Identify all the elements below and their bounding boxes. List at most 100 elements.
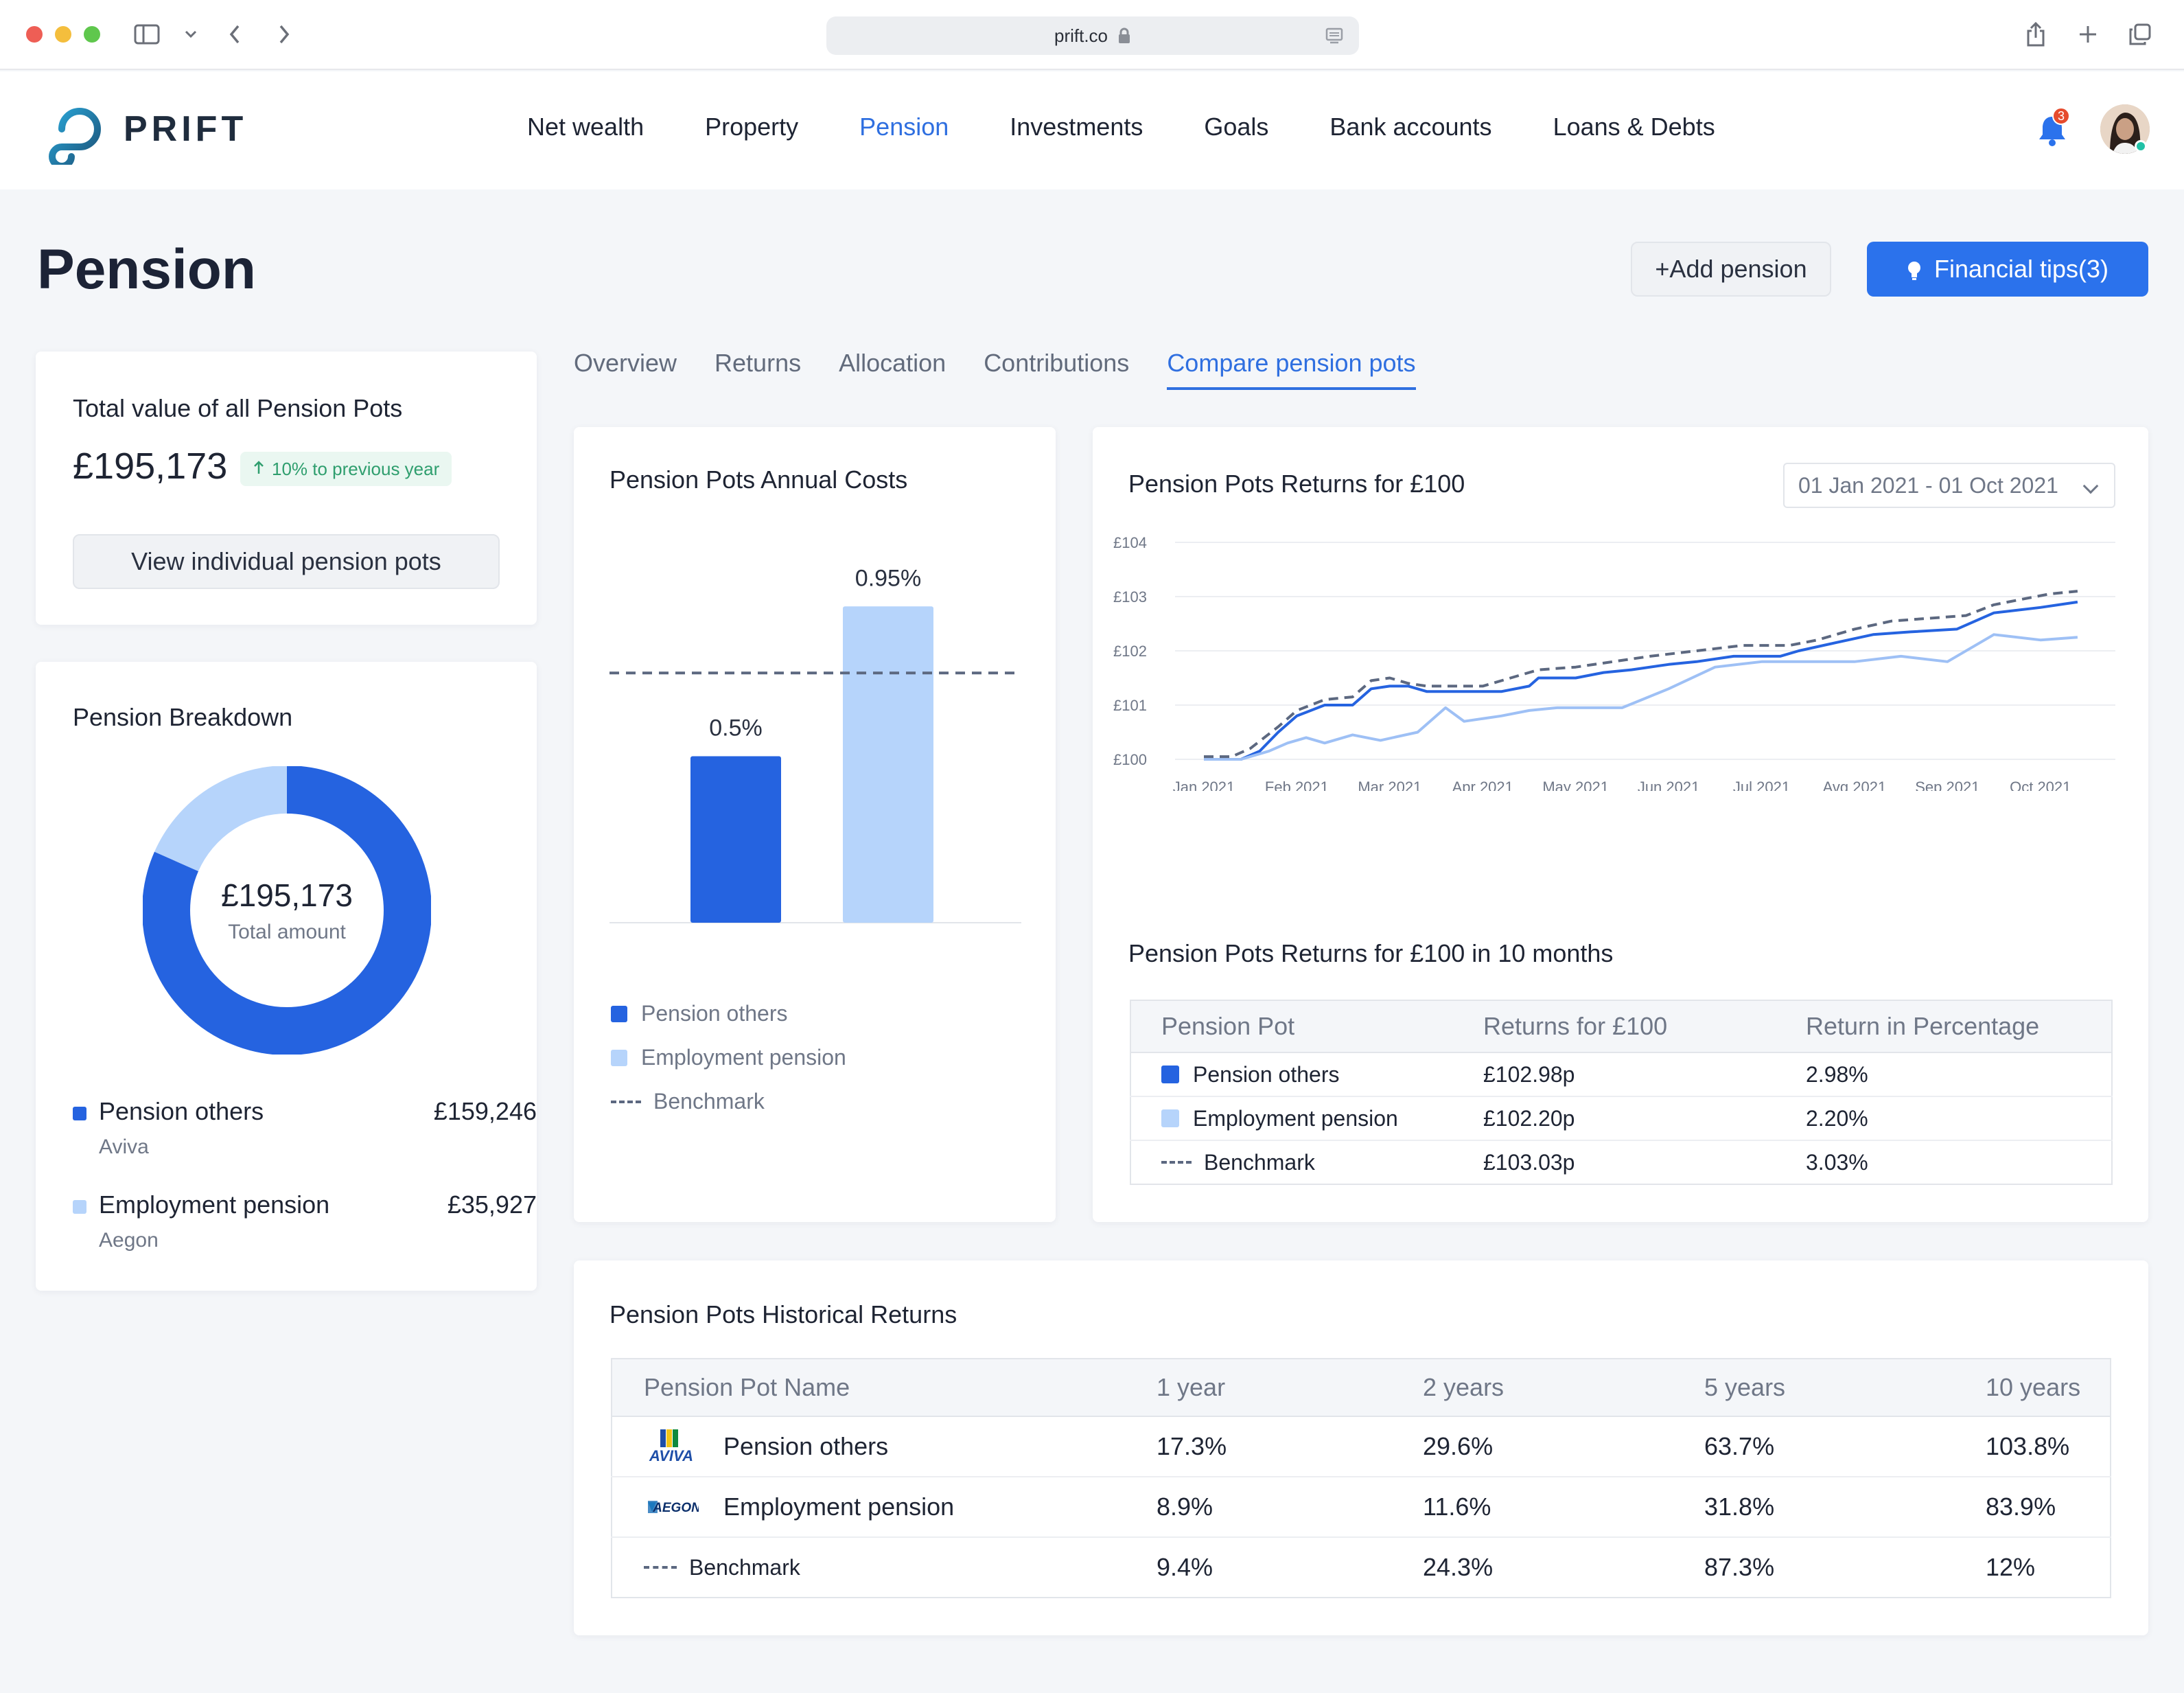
- nav-pension[interactable]: Pension: [859, 113, 949, 141]
- bar-value-label: 0.5%: [709, 715, 763, 741]
- donut-total-amount: £195,173: [221, 877, 353, 913]
- add-pension-button[interactable]: +Add pension: [1631, 242, 1831, 297]
- row-5-years: 87.3%: [1673, 1536, 1954, 1598]
- y-tick-label: £101: [1113, 697, 1147, 714]
- returns-card: Pension Pots Returns for £100 01 Jan 202…: [1093, 427, 2148, 1222]
- series-line-3: [1204, 590, 2078, 759]
- historical-title: Pension Pots Historical Returns: [609, 1300, 957, 1328]
- row-name: Pension others: [1193, 1061, 1340, 1087]
- returns-chart-title: Pension Pots Returns for £100: [1128, 470, 1465, 498]
- column-header: Return in Percentage: [1776, 1000, 2112, 1053]
- y-tick-label: £104: [1113, 534, 1147, 551]
- row-name: Employment pension: [1193, 1105, 1398, 1131]
- logo[interactable]: PRIFT: [34, 93, 247, 165]
- maximize-window-button[interactable]: [84, 26, 100, 43]
- address-bar[interactable]: prift.co: [826, 16, 1359, 55]
- x-tick-label: Jan 2021: [1173, 779, 1235, 791]
- series-line-2: [1204, 633, 2078, 761]
- new-tab-icon[interactable]: [2071, 18, 2104, 51]
- minimize-window-button[interactable]: [55, 26, 71, 43]
- date-range-select[interactable]: 01 Jan 2021 - 01 Oct 2021: [1783, 463, 2115, 508]
- bar-2: [843, 606, 933, 923]
- financial-tips-label: Financial tips(3): [1933, 255, 2109, 283]
- chevron-down-icon: [2082, 478, 2099, 494]
- legend-dash: [644, 1566, 677, 1569]
- tab-allocation[interactable]: Allocation: [839, 349, 946, 377]
- donut-total-label: Total amount: [228, 921, 346, 943]
- table-row: AEGON Employment pension 8.9% 11.6% 31.8…: [612, 1476, 2111, 1537]
- breakdown-item-amount: £159,246: [433, 1097, 537, 1125]
- y-tick-label: £100: [1113, 751, 1147, 768]
- column-header: 1 year: [1125, 1359, 1391, 1417]
- column-header: Pension Pot Name: [612, 1359, 1125, 1417]
- row-returns: £103.03p: [1453, 1140, 1776, 1184]
- x-tick-label: Jul 2021: [1733, 779, 1790, 791]
- aviva-logo: AVIVA: [644, 1428, 699, 1465]
- historical-returns-card: Pension Pots Historical Returns Pension …: [574, 1260, 2148, 1635]
- tab-compare-pension-pots[interactable]: Compare pension pots: [1167, 349, 1416, 390]
- url-text: prift.co: [1054, 25, 1108, 46]
- browser-chrome: prift.co: [0, 0, 2184, 70]
- legend-swatch: [611, 1005, 627, 1022]
- reader-icon[interactable]: [1325, 26, 1344, 45]
- nav-goals[interactable]: Goals: [1204, 113, 1269, 141]
- legend-swatch: [611, 1049, 627, 1066]
- nav-net-wealth[interactable]: Net wealth: [527, 113, 644, 141]
- tab-returns[interactable]: Returns: [715, 349, 802, 377]
- series-line-1: [1204, 600, 2078, 761]
- tab-contributions[interactable]: Contributions: [984, 349, 1130, 377]
- notification-badge: 3: [2052, 107, 2070, 125]
- legend-swatch: [73, 1107, 86, 1120]
- total-value-label: Total value of all Pension Pots: [73, 394, 403, 422]
- legend-swatch: [73, 1200, 86, 1214]
- column-header: 10 years: [1954, 1359, 2111, 1417]
- x-tick-label: Feb 2021: [1265, 779, 1329, 791]
- table-row: Benchmark £103.03p 3.03%: [1130, 1140, 2112, 1184]
- x-tick-label: Apr 2021: [1452, 779, 1513, 791]
- row-10-years: 12%: [1954, 1536, 2111, 1598]
- nav-property[interactable]: Property: [705, 113, 799, 141]
- nav-loans-debts[interactable]: Loans & Debts: [1553, 113, 1715, 141]
- lock-icon: [1117, 27, 1131, 44]
- row-name: Employment pension: [723, 1493, 955, 1521]
- prift-logo-icon: [49, 108, 101, 165]
- legend-label: Employment pension: [641, 1045, 846, 1070]
- app-header: PRIFT Net wealth Property Pension Invest…: [0, 71, 2184, 189]
- x-tick-label: May 2021: [1542, 779, 1609, 791]
- row-pct: 3.03%: [1776, 1140, 2112, 1184]
- chevron-down-icon[interactable]: [174, 18, 207, 51]
- legend-dash: [611, 1100, 641, 1103]
- row-1-year: 8.9%: [1125, 1476, 1391, 1537]
- row-name: Pension others: [723, 1432, 889, 1460]
- annual-costs-title: Pension Pots Annual Costs: [609, 465, 908, 494]
- date-range-value: 01 Jan 2021 - 01 Oct 2021: [1798, 472, 2058, 498]
- tab-overview-icon[interactable]: [2124, 18, 2157, 51]
- nav-bank-accounts[interactable]: Bank accounts: [1329, 113, 1492, 141]
- forward-icon[interactable]: [268, 18, 301, 51]
- view-individual-pots-button[interactable]: View individual pension pots: [73, 534, 500, 589]
- donut-center: £195,173 Total amount: [143, 766, 431, 1055]
- share-icon[interactable]: [2019, 18, 2052, 51]
- legend-benchmark: Benchmark: [611, 1089, 765, 1114]
- row-returns: £102.98p: [1453, 1052, 1776, 1096]
- legend-pension-others: Pension others: [611, 1001, 787, 1026]
- column-header: Pension Pot: [1130, 1000, 1453, 1053]
- x-tick-label: Sep 2021: [1915, 779, 1979, 791]
- sidebar-toggle-icon[interactable]: [130, 18, 163, 51]
- row-2-years: 11.6%: [1391, 1476, 1673, 1537]
- legend-swatch: [1161, 1109, 1179, 1127]
- legend-dash: [1161, 1161, 1192, 1164]
- aegon-logo: AEGON: [644, 1488, 701, 1525]
- tab-overview[interactable]: Overview: [574, 349, 677, 377]
- breakdown-item-amount: £35,927: [447, 1190, 537, 1219]
- breakdown-item-provider: Aviva: [99, 1136, 149, 1158]
- nav-investments[interactable]: Investments: [1010, 113, 1143, 141]
- row-10-years: 83.9%: [1954, 1476, 2111, 1537]
- row-5-years: 63.7%: [1673, 1416, 1954, 1477]
- financial-tips-button[interactable]: Financial tips(3): [1867, 242, 2148, 297]
- pension-tabs: Overview Returns Allocation Contribution…: [574, 349, 1454, 390]
- back-icon[interactable]: [218, 18, 251, 51]
- legend-employment-pension: Employment pension: [611, 1045, 846, 1070]
- close-window-button[interactable]: [26, 26, 43, 43]
- row-2-years: 29.6%: [1391, 1416, 1673, 1477]
